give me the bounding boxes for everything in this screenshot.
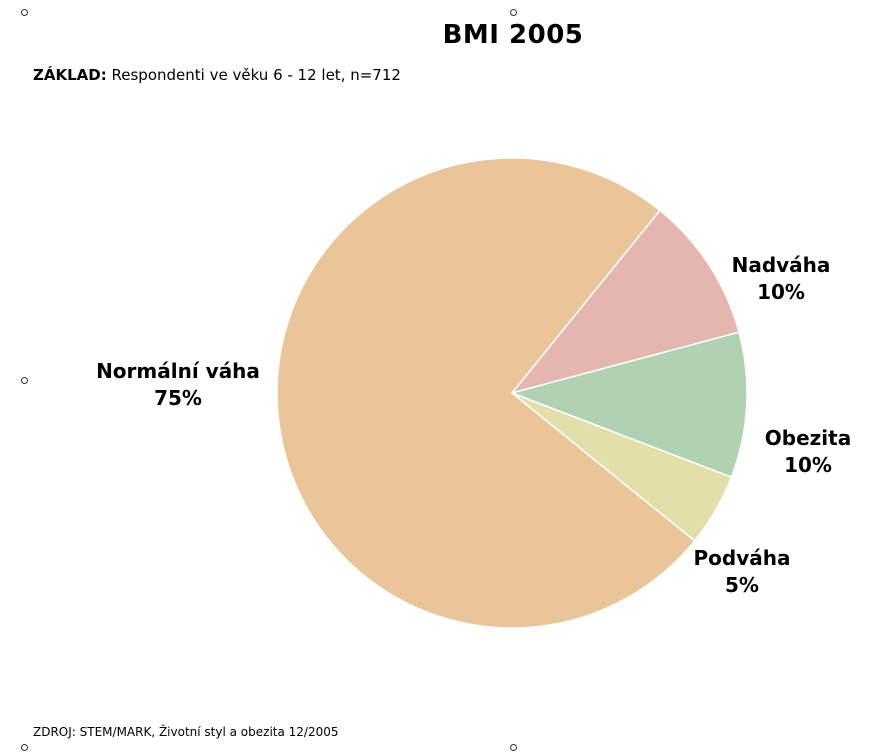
slice-label-value: 75%	[154, 386, 202, 410]
slice-label-name: Normální váha	[96, 359, 260, 383]
slice-label-value: 10%	[757, 280, 805, 304]
pie-slice	[509, 331, 748, 479]
slice-label-name: Obezita	[765, 426, 851, 450]
base-note: ZÁKLAD: Respondenti ve věku 6 - 12 let, …	[33, 66, 401, 84]
selection-handle[interactable]	[510, 744, 517, 751]
base-text: Respondenti ve věku 6 - 12 let, n=712	[111, 66, 401, 84]
slice-label-value: 10%	[784, 453, 832, 477]
slice-label-value: 5%	[725, 573, 759, 597]
source-note: ZDROJ: STEM/MARK, Životní styl a obezita…	[33, 725, 339, 739]
chart-title: BMI 2005	[442, 20, 584, 50]
selection-handle[interactable]	[21, 9, 28, 16]
selection-handle[interactable]	[21, 377, 28, 384]
pie-slice	[276, 157, 696, 629]
slice-label-name: Nadváha	[732, 253, 831, 277]
selection-handle[interactable]	[21, 744, 28, 751]
slice-label-name: Podváha	[694, 546, 791, 570]
selection-handle[interactable]	[510, 9, 517, 16]
base-label: ZÁKLAD:	[33, 66, 107, 84]
